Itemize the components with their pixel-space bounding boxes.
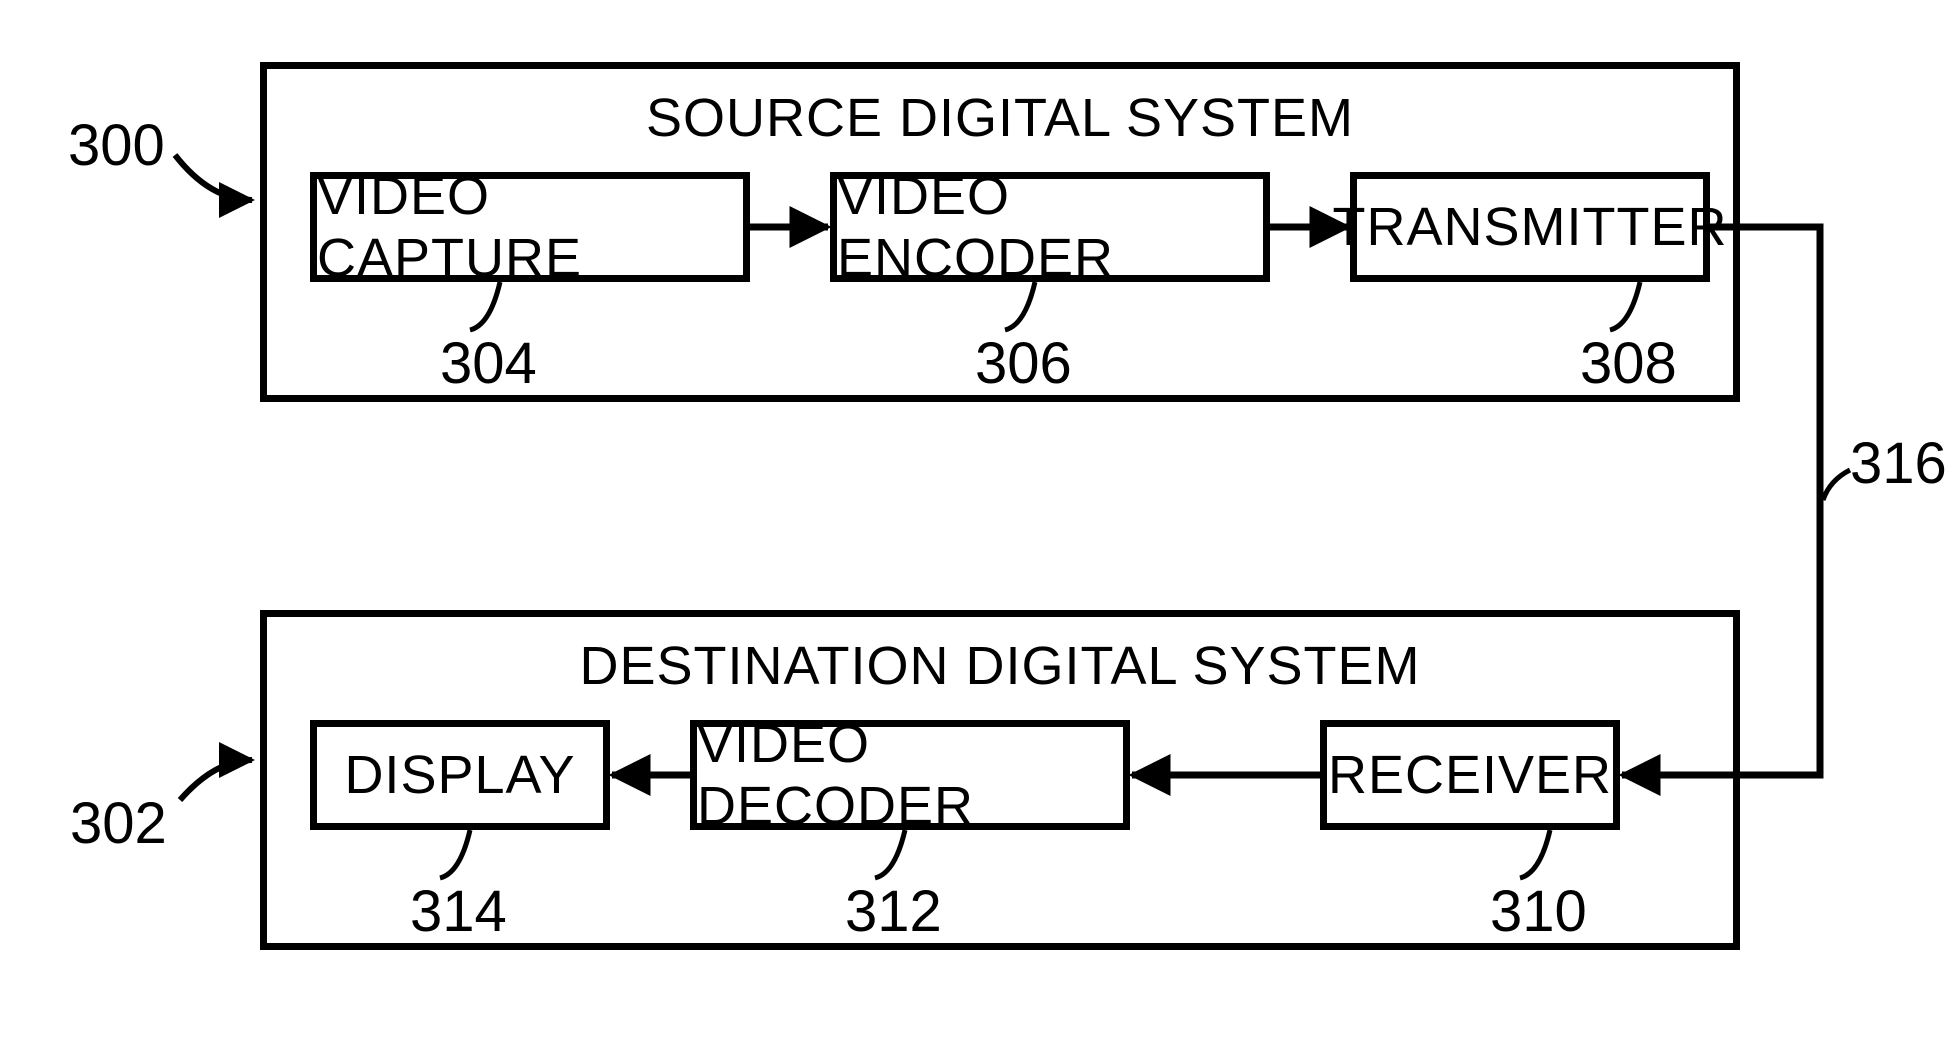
ref-312: 312 (845, 878, 942, 945)
display-node: DISPLAY (310, 720, 610, 830)
diagram-canvas: SOURCE DIGITAL SYSTEM DESTINATION DIGITA… (0, 0, 1953, 1047)
video-decoder-node: VIDEO DECODER (690, 720, 1130, 830)
ref-300: 300 (68, 112, 165, 179)
transmitter-node: TRANSMITTER (1350, 172, 1710, 282)
video-capture-node: VIDEO CAPTURE (310, 172, 750, 282)
destination-system-title: DESTINATION DIGITAL SYSTEM (267, 635, 1733, 697)
receiver-label: RECEIVER (1328, 744, 1612, 806)
ref-308: 308 (1580, 330, 1677, 397)
ref-316: 316 (1850, 430, 1947, 497)
ref-304: 304 (440, 330, 537, 397)
ref-302: 302 (70, 790, 167, 857)
video-capture-label: VIDEO CAPTURE (317, 165, 743, 289)
transmitter-label: TRANSMITTER (1333, 196, 1728, 258)
video-encoder-node: VIDEO ENCODER (830, 172, 1270, 282)
video-encoder-label: VIDEO ENCODER (837, 165, 1263, 289)
receiver-node: RECEIVER (1320, 720, 1620, 830)
ref-310: 310 (1490, 878, 1587, 945)
source-system-title: SOURCE DIGITAL SYSTEM (267, 87, 1733, 149)
ref-314: 314 (410, 878, 507, 945)
display-label: DISPLAY (344, 744, 575, 806)
ref-306: 306 (975, 330, 1072, 397)
video-decoder-label: VIDEO DECODER (697, 713, 1123, 837)
